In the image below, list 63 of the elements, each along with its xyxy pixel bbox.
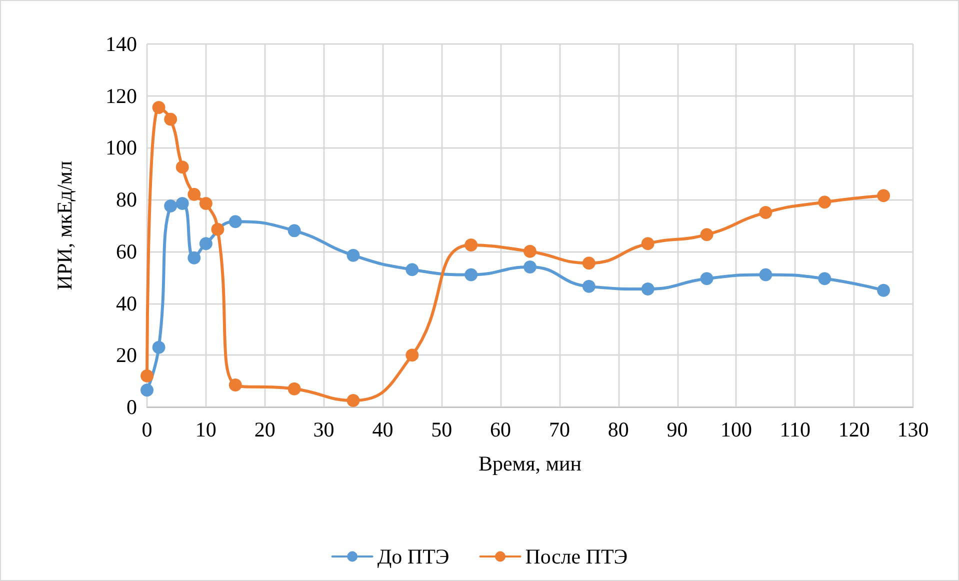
point xyxy=(877,284,890,297)
x-tick-label: 20 xyxy=(254,418,276,442)
point xyxy=(582,256,596,270)
x-tick-label: 30 xyxy=(313,418,334,442)
x-tick-label: 50 xyxy=(431,418,452,442)
x-tick-label: 130 xyxy=(897,418,929,442)
point xyxy=(211,222,224,236)
point xyxy=(152,340,166,354)
point xyxy=(228,378,242,392)
point xyxy=(199,237,212,250)
point xyxy=(176,196,189,210)
y-tick-label: 100 xyxy=(106,136,137,160)
point xyxy=(759,268,772,282)
point xyxy=(346,394,360,408)
point xyxy=(288,382,301,396)
point xyxy=(877,189,890,202)
point xyxy=(818,196,832,209)
point xyxy=(164,200,178,213)
y-tick-label: 80 xyxy=(116,188,137,212)
point xyxy=(140,369,154,382)
x-tick-label: 40 xyxy=(372,418,394,442)
point xyxy=(759,206,772,220)
point xyxy=(188,188,201,201)
point xyxy=(641,237,654,250)
point xyxy=(524,244,536,258)
y-axis-title: ИРИ, мкЕд/мл xyxy=(52,160,76,290)
point xyxy=(582,280,596,293)
point xyxy=(288,224,301,238)
y-tick-label: 40 xyxy=(116,291,137,316)
legend-label: После ПТЭ xyxy=(525,544,628,568)
y-tick-label: 140 xyxy=(106,32,137,56)
point xyxy=(140,384,154,397)
point xyxy=(700,228,714,242)
y-tick-label: 20 xyxy=(116,343,137,368)
point xyxy=(464,268,478,282)
x-tick-label: 10 xyxy=(195,418,216,442)
point xyxy=(176,160,189,174)
point xyxy=(346,248,360,262)
point xyxy=(700,272,714,286)
point xyxy=(164,112,178,126)
point xyxy=(152,101,166,114)
point xyxy=(406,263,419,276)
x-tick-label: 60 xyxy=(490,418,512,442)
x-tick-label: 90 xyxy=(666,418,688,442)
y-tick-label: 60 xyxy=(116,239,137,264)
x-tick-label: 110 xyxy=(780,418,811,442)
point xyxy=(406,348,419,362)
point xyxy=(524,260,536,274)
x-tick-label: 0 xyxy=(142,418,152,442)
x-axis-title: Время, мин xyxy=(478,452,582,476)
point xyxy=(464,238,478,252)
x-tick-label: 70 xyxy=(548,418,570,442)
y-tick-label: 0 xyxy=(126,395,137,419)
point xyxy=(818,272,832,286)
point xyxy=(228,215,242,228)
point xyxy=(188,251,201,264)
legend-label: До ПТЭ xyxy=(377,544,450,568)
x-tick-label: 100 xyxy=(720,418,752,442)
x-tick-label: 120 xyxy=(838,418,870,442)
y-tick-label: 120 xyxy=(106,84,137,108)
point xyxy=(641,282,654,296)
point xyxy=(199,196,212,210)
x-tick-label: 80 xyxy=(608,418,629,442)
